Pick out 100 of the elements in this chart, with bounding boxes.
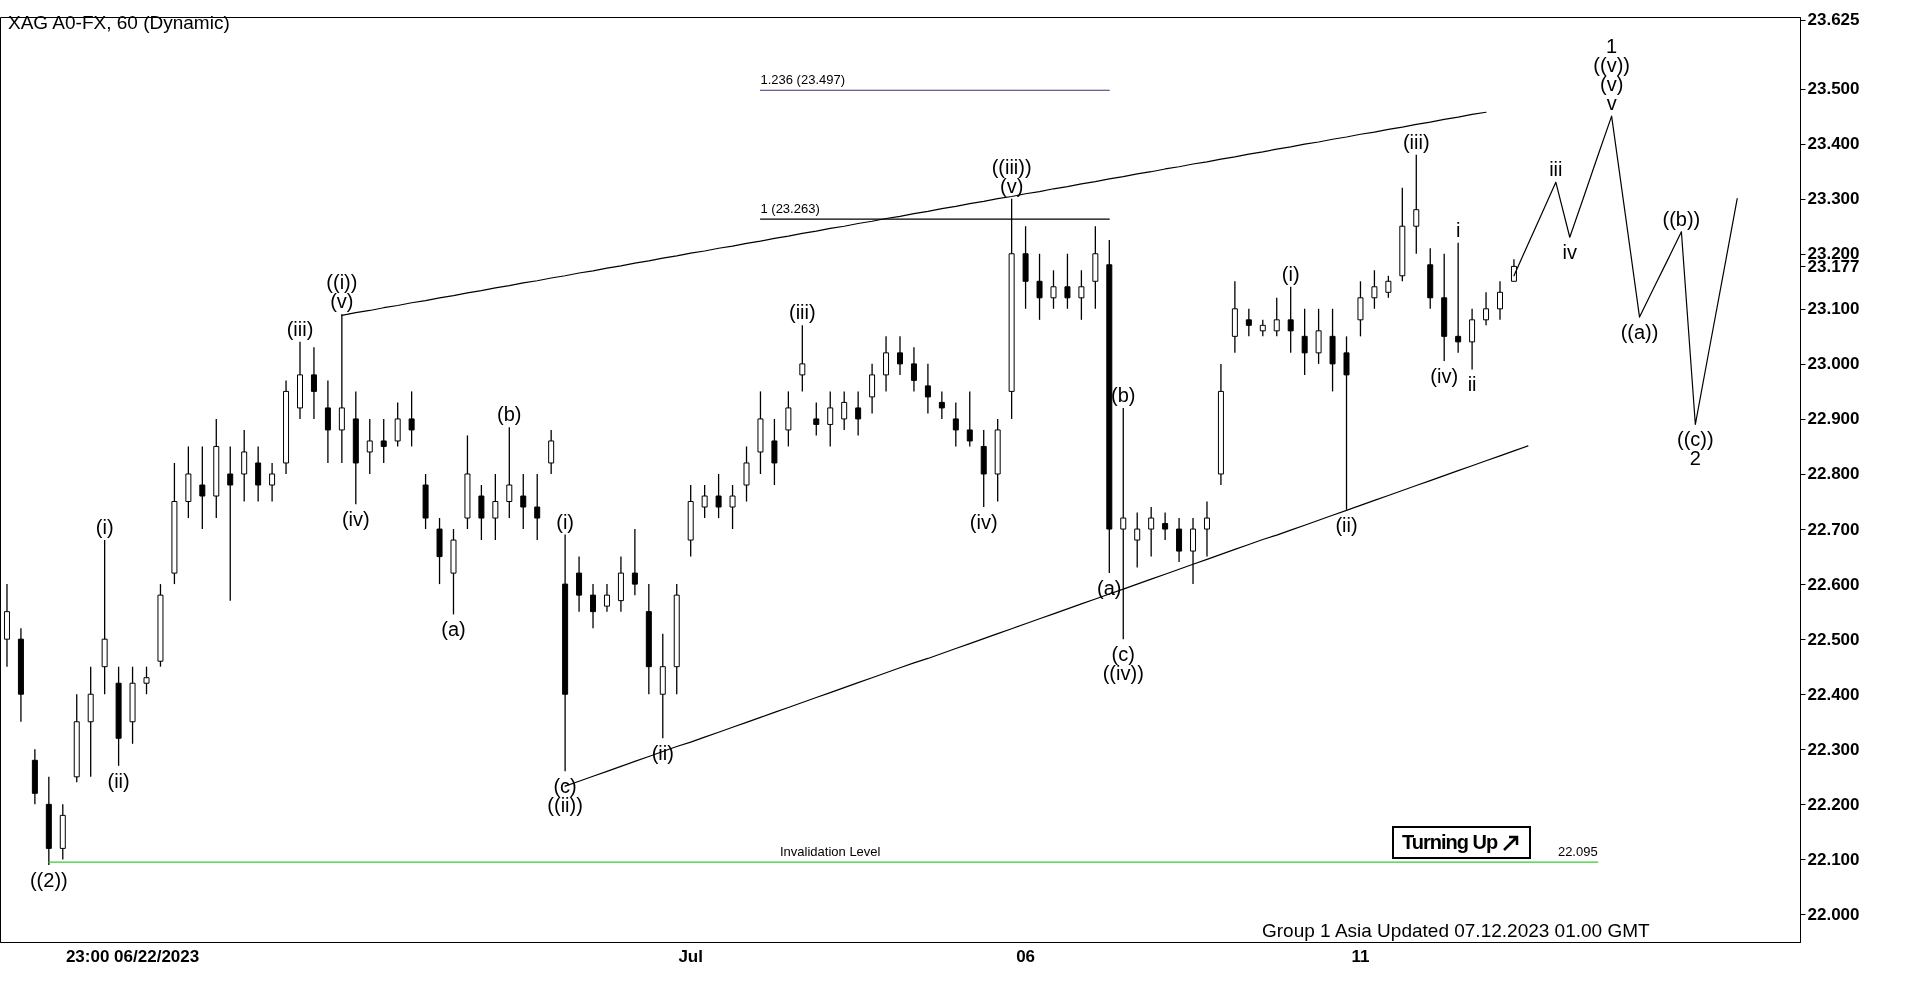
candlestick — [1483, 291, 1490, 326]
candlestick — [506, 426, 513, 519]
candlestick — [771, 418, 778, 486]
annotation: (i) — [95, 516, 114, 539]
annotation: 1 (23.263) — [760, 201, 820, 217]
candlestick — [1162, 511, 1169, 541]
x-tick-label: 06 — [1016, 946, 1036, 966]
candlestick — [1134, 511, 1141, 569]
x-tick-label: Jul — [678, 946, 703, 966]
annotation: (i) — [556, 510, 574, 533]
candlestick — [603, 583, 610, 613]
candlestick — [380, 418, 387, 464]
y-tick-label: 23.400 — [1807, 134, 1860, 154]
candlestick — [883, 335, 890, 393]
annotation: (iii) — [1402, 130, 1430, 153]
candlestick — [227, 445, 234, 602]
annotation: 1 — [1606, 35, 1618, 58]
y-tick-label: 23.300 — [1807, 189, 1860, 209]
candlestick — [408, 390, 415, 448]
annotation: ((2)) — [29, 868, 68, 891]
candlestick — [255, 445, 262, 503]
candlestick — [590, 583, 597, 629]
annotation: (iv) — [341, 508, 370, 531]
annotation: (b) — [1111, 383, 1136, 406]
x-tick-label: 11 — [1351, 946, 1370, 966]
y-tick-label: 22.400 — [1807, 684, 1860, 704]
y-tick-label: 22.600 — [1807, 574, 1860, 594]
candlestick — [966, 390, 973, 448]
annotation: iii — [1549, 158, 1563, 181]
annotation: (ii) — [1335, 513, 1358, 536]
candlestick — [1357, 280, 1364, 337]
annotation: Invalidation Level — [780, 844, 881, 860]
annotation: (b) — [497, 403, 522, 426]
y-tick-label: 23.000 — [1807, 354, 1860, 374]
y-tick-label: 22.700 — [1807, 519, 1860, 539]
annotation: iv — [1562, 241, 1577, 264]
annotation: 1.236 (23.497) — [760, 72, 846, 88]
annotation: (iii) — [286, 317, 314, 340]
annotation: (a) — [1097, 577, 1122, 600]
candlestick — [1469, 308, 1476, 371]
candlestick — [1036, 253, 1043, 321]
annotation: (i) — [1281, 262, 1300, 285]
annotation: (iii) — [789, 301, 816, 324]
candlestick — [715, 473, 722, 519]
annotation: v — [1606, 92, 1617, 115]
candlestick — [1371, 269, 1378, 310]
candlestick — [1273, 297, 1280, 337]
annotation: (ii) — [107, 769, 130, 792]
y-tick-label: 22.300 — [1807, 739, 1860, 759]
candlestick — [310, 346, 317, 420]
y-tick-label: 23.500 — [1807, 79, 1860, 99]
candlestick — [199, 445, 206, 530]
annotation: (a) — [441, 618, 466, 641]
annotation: (iv) — [1430, 365, 1459, 388]
candlestick — [324, 379, 331, 464]
candlestick — [1413, 154, 1420, 255]
annotation: 22.095 — [1557, 844, 1598, 860]
candlestick — [1078, 269, 1085, 321]
candlestick — [729, 484, 736, 530]
y-tick-label: 22.900 — [1807, 409, 1860, 429]
candlestick — [1148, 506, 1155, 558]
annotation: (iv) — [969, 511, 998, 534]
candlestick — [1050, 269, 1057, 310]
y-tick-label: 23.100 — [1807, 299, 1860, 319]
candlestick — [269, 462, 276, 503]
candlestick — [827, 390, 834, 448]
candlestick — [143, 666, 150, 695]
candlestick — [855, 390, 862, 437]
candlestick — [478, 484, 485, 541]
candlestick — [924, 363, 931, 415]
candlestick — [1315, 308, 1322, 365]
annotation: Group 1 Asia Updated 07.12.2023 01.00 GMT — [1262, 920, 1650, 942]
candlestick — [897, 335, 903, 376]
candlestick — [841, 390, 848, 431]
candlestick — [1497, 280, 1503, 321]
candlestick — [534, 473, 541, 541]
candlestick — [910, 346, 917, 393]
candlestick — [492, 473, 499, 541]
annotation: ((a)) — [1620, 321, 1659, 344]
annotation: ((b)) — [1662, 207, 1701, 230]
candlestick — [631, 528, 638, 596]
y-tick-label: 22.200 — [1807, 794, 1860, 814]
candlestick — [743, 445, 750, 503]
candlestick — [938, 390, 945, 420]
annotation: i — [1455, 218, 1461, 241]
y-tick-label: 23.625 — [1807, 10, 1860, 30]
candlestick — [799, 324, 806, 393]
candlestick — [1190, 517, 1197, 585]
candlestick — [394, 401, 401, 448]
candlestick — [701, 484, 708, 519]
candlestick — [1287, 286, 1294, 354]
candlestick — [1176, 517, 1183, 563]
y-tick-label: 22.800 — [1807, 464, 1860, 484]
y-tick-label: 22.500 — [1807, 629, 1860, 649]
y-tick-label: 22.100 — [1807, 849, 1860, 869]
candlestick — [1455, 242, 1462, 354]
annotation: ii — [1467, 373, 1477, 396]
candlestick — [241, 429, 248, 503]
candlestick — [576, 555, 583, 613]
candlestick — [520, 473, 527, 530]
